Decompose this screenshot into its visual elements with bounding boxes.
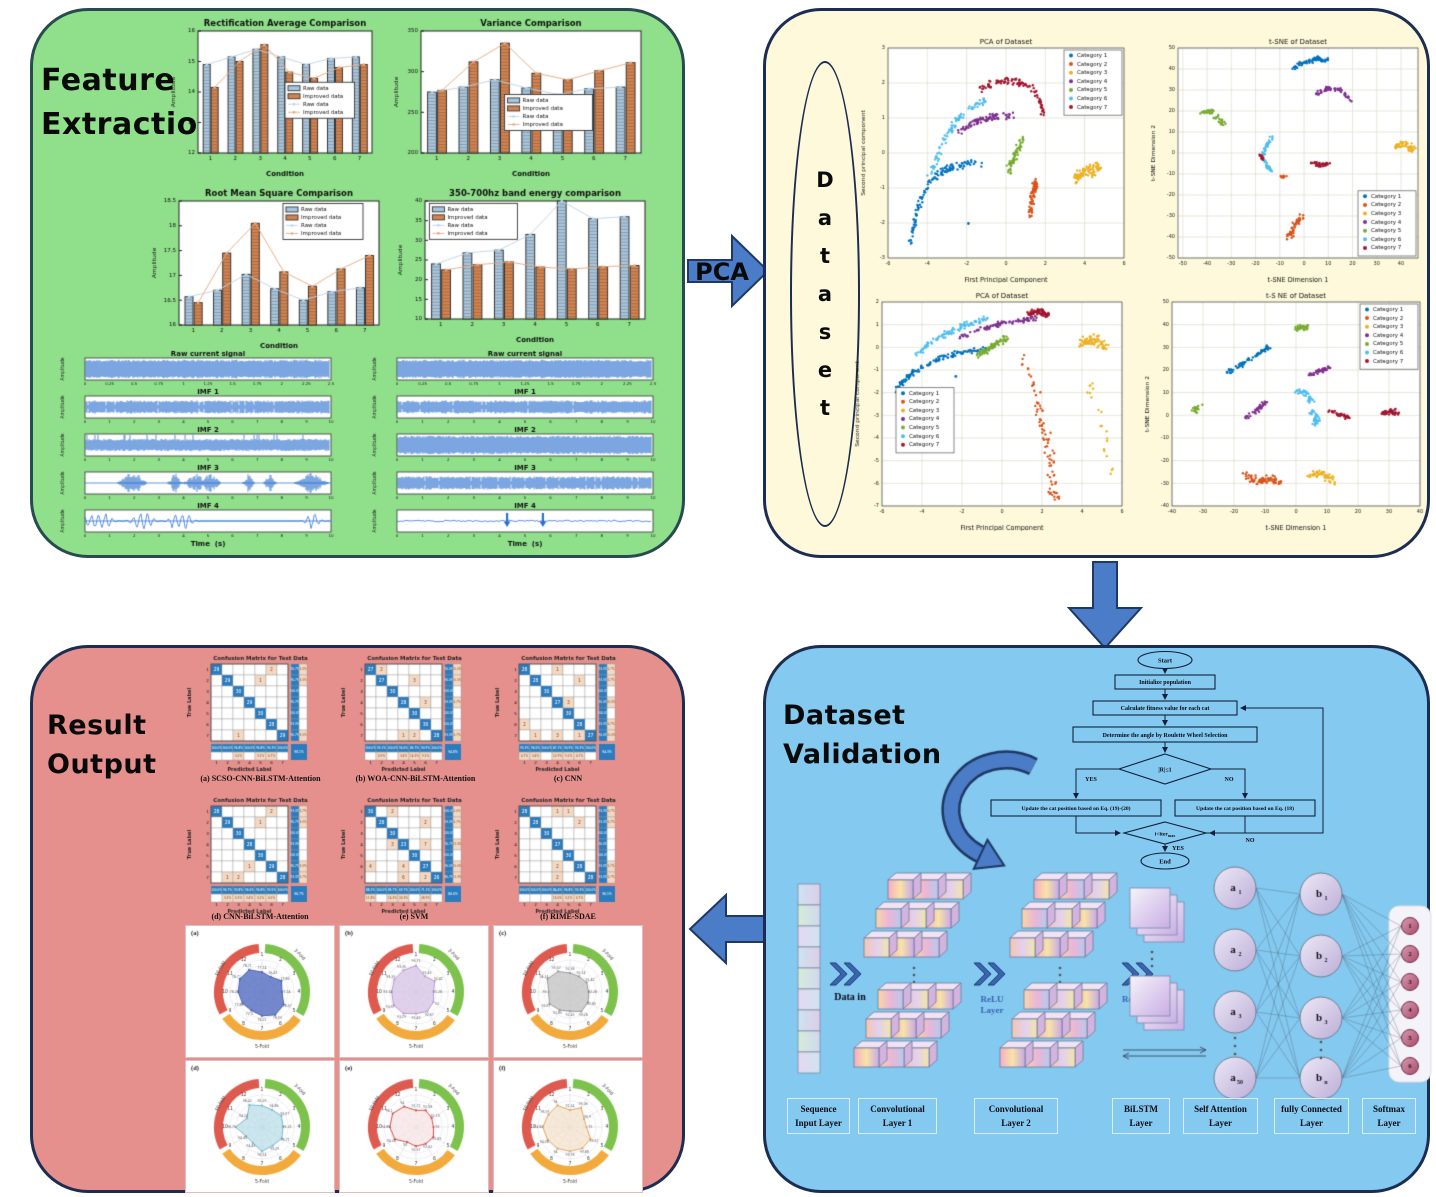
dataset-vertical-label: D a t a s e t bbox=[790, 61, 860, 527]
dataset-validation-title-line1: Dataset bbox=[783, 700, 906, 731]
panel-feature-extraction: Feature Extraction bbox=[30, 8, 685, 558]
confusion-matrix-c bbox=[493, 652, 643, 772]
dataset-letter: e bbox=[817, 357, 833, 382]
flowchart-yes2-label: YES bbox=[1172, 846, 1184, 852]
radar-chart-d bbox=[186, 1061, 334, 1192]
dataset-letter: t bbox=[819, 395, 831, 420]
radar-box-b bbox=[339, 925, 489, 1058]
layer-label-conv2: Convolutional Layer 2 bbox=[974, 1098, 1058, 1134]
radar-chart-e bbox=[340, 1061, 488, 1192]
radar-box-d bbox=[185, 1060, 335, 1193]
flowchart-no1-label: NO bbox=[1225, 777, 1234, 783]
confusion-matrix-a bbox=[185, 652, 335, 772]
radar-chart-b bbox=[340, 926, 488, 1057]
flowchart-step3-label: Determine the angle by Roulette Wheel Se… bbox=[1103, 733, 1229, 739]
panel-result-output: Result Output (a) SCSO-CNN-BiLSTM-Attent… bbox=[30, 645, 685, 1193]
dataset-letter: s bbox=[818, 319, 832, 344]
attention-network-diagram bbox=[1193, 852, 1433, 1100]
confusion-caption-c: (c) CNN bbox=[553, 774, 583, 783]
flowchart-decision2-label: i<itermax bbox=[1155, 832, 1175, 839]
flowchart-step1-label: Initialize population bbox=[1139, 680, 1192, 686]
flowchart-decision1-shape bbox=[1117, 753, 1213, 785]
layer-label-self-attention: Self Attention Layer bbox=[1183, 1098, 1258, 1134]
result-output-title-line2: Output bbox=[47, 749, 157, 781]
panel-dataset: D a t a s e t bbox=[763, 8, 1430, 558]
confusion-caption-f: (f) RIME-SDAE bbox=[540, 912, 596, 921]
radar-box-c bbox=[493, 925, 643, 1058]
dataset-validation-title: Dataset Validation bbox=[783, 696, 942, 774]
chart-tsne-scatter-1 bbox=[1148, 35, 1426, 285]
layer-label-sequence-input: Sequence Input Layer bbox=[787, 1098, 850, 1134]
confusion-caption-d: (d) CNN-BiLSTM-Attention bbox=[211, 912, 309, 921]
flowchart-step2-label: Calculate fitness value for each cat bbox=[1121, 706, 1210, 712]
dataset-validation-title-line2: Validation bbox=[783, 739, 942, 771]
dataset-to-validation-arrow-icon bbox=[1066, 561, 1144, 650]
result-output-title: Result Output bbox=[47, 706, 157, 784]
radar-box-f bbox=[493, 1060, 643, 1193]
flowchart-decision1-label: |R|≤1 bbox=[1158, 768, 1171, 774]
panel-dataset-validation: Dataset Validation Start Initialize popu… bbox=[763, 645, 1433, 1193]
flowchart-branch-right-label: Update the cat position based on Eq. (18… bbox=[1196, 805, 1294, 812]
chart-band-energy bbox=[395, 187, 651, 345]
result-output-title-line1: Result bbox=[47, 710, 147, 741]
dataset-letter: D bbox=[816, 167, 834, 192]
radar-chart-f bbox=[494, 1061, 642, 1192]
feature-extraction-title-line1: Feature bbox=[41, 63, 176, 98]
chart-pca-scatter-2 bbox=[852, 289, 1130, 533]
flowchart-yes1-label: YES bbox=[1085, 777, 1097, 783]
layer-label-conv1: Convolutional Layer 1 bbox=[858, 1098, 937, 1134]
radar-chart-c bbox=[494, 926, 642, 1057]
dataset-letter: a bbox=[817, 281, 833, 306]
layer-label-fully-connected: fully Connected Layer bbox=[1274, 1098, 1349, 1134]
radar-box-a bbox=[185, 925, 335, 1058]
flowchart-no2-label: NO bbox=[1246, 838, 1255, 844]
dataset-letter: t bbox=[819, 243, 831, 268]
cnn-architecture-diagram bbox=[778, 854, 1218, 1098]
confusion-matrix-f bbox=[493, 794, 643, 914]
validation-to-result-arrow-icon bbox=[688, 892, 771, 966]
pca-arrow-icon bbox=[687, 233, 770, 309]
confusion-caption-a: (a) SCSO-CNN-BiLSTM-Attention bbox=[200, 774, 321, 783]
chart-rectification-average bbox=[168, 17, 378, 179]
confusion-matrix-e bbox=[339, 794, 489, 914]
scso-flowchart: Start Initialize population Calculate fi… bbox=[990, 650, 1324, 870]
radar-box-e bbox=[339, 1060, 489, 1193]
dataset-letter: a bbox=[817, 205, 833, 230]
layer-label-bilstm: BiLSTM Layer bbox=[1112, 1098, 1170, 1134]
signal-column-right bbox=[371, 349, 659, 555]
pca-arrow-label: PCA bbox=[695, 258, 749, 286]
confusion-matrix-b bbox=[339, 652, 489, 772]
confusion-caption-b: (b) WOA-CNN-BiLSTM-Attention bbox=[355, 774, 476, 783]
flowchart-start-label: Start bbox=[1158, 658, 1173, 665]
chart-tsne-scatter-2 bbox=[1142, 289, 1428, 533]
confusion-caption-e: (e) SVM bbox=[399, 912, 429, 921]
confusion-matrix-d bbox=[185, 794, 335, 914]
radar-chart-a bbox=[186, 926, 334, 1057]
layer-label-softmax: Softmax Layer bbox=[1362, 1098, 1416, 1134]
flowchart-branch-left-label: Update the cat position based on Eq. (19… bbox=[1021, 805, 1130, 812]
chart-variance bbox=[391, 17, 647, 179]
chart-root-mean-square bbox=[149, 187, 385, 351]
chart-pca-scatter-1 bbox=[858, 35, 1132, 285]
signal-column-left bbox=[59, 349, 337, 555]
